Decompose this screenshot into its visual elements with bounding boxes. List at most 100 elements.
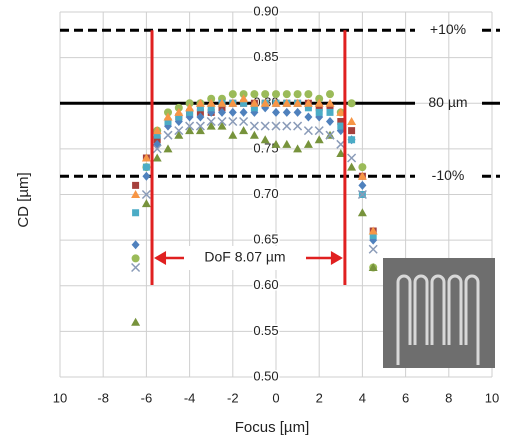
point (249, 121, 259, 131)
point (271, 139, 281, 148)
point (358, 163, 367, 172)
point (357, 171, 367, 180)
point (217, 116, 227, 127)
point (293, 144, 303, 153)
point (282, 90, 291, 99)
point (239, 90, 248, 99)
point (326, 104, 334, 112)
point (347, 162, 357, 171)
point (303, 126, 313, 136)
annotation-bg (185, 246, 305, 270)
point (336, 107, 346, 116)
point (293, 90, 302, 99)
point (282, 121, 292, 131)
point (164, 108, 172, 117)
reference-label: -10% (432, 167, 465, 183)
point (347, 99, 356, 108)
point (174, 126, 184, 136)
arrow-head (154, 251, 167, 265)
point (304, 104, 312, 112)
y-tick-label: 0.60 (253, 277, 278, 292)
point (186, 108, 194, 116)
x-tick-label: -2 (227, 390, 239, 405)
point (239, 116, 249, 127)
point (326, 117, 334, 126)
point (368, 244, 378, 254)
point (357, 189, 367, 200)
point (142, 171, 151, 181)
point (282, 107, 291, 117)
x-tick-label: 10 (53, 390, 67, 405)
point (326, 108, 334, 116)
point (314, 98, 324, 107)
point (326, 90, 334, 99)
point (207, 104, 215, 112)
x-tick-label: -6 (141, 390, 153, 405)
point (293, 121, 303, 131)
point (303, 98, 313, 107)
point (337, 122, 345, 130)
point (131, 262, 141, 273)
point (293, 107, 302, 117)
point (185, 99, 194, 108)
point (348, 136, 356, 144)
point (164, 118, 172, 125)
point (163, 112, 173, 121)
x-tick-label: -8 (97, 390, 109, 405)
y-tick-label: 0.85 (253, 49, 278, 64)
point (217, 121, 227, 130)
point (185, 103, 195, 112)
x-tick-label: 4 (359, 390, 366, 405)
x-tick-label: 10 (485, 390, 499, 405)
point (250, 104, 258, 112)
x-tick-label: -4 (184, 390, 196, 405)
reference-label: +10% (430, 21, 466, 37)
y-axis-label: CD [µm] (15, 172, 32, 227)
y-tick-label: 0.50 (253, 368, 278, 383)
point (272, 107, 280, 117)
point (314, 126, 324, 136)
point (228, 130, 238, 139)
point (174, 130, 184, 139)
point (175, 113, 183, 121)
reference-label: 80 µm (428, 94, 467, 110)
point (293, 98, 303, 107)
point (315, 104, 323, 112)
point (368, 226, 378, 235)
point (260, 135, 270, 144)
point (250, 90, 259, 99)
point (185, 126, 195, 135)
point (325, 98, 335, 107)
point (132, 181, 140, 189)
point (195, 126, 205, 135)
point (206, 98, 216, 107)
point (228, 107, 237, 117)
point (132, 209, 140, 217)
point (174, 107, 184, 116)
point (358, 180, 367, 190)
point (218, 104, 226, 112)
point (304, 112, 313, 122)
point (303, 139, 313, 148)
point (131, 317, 141, 326)
point (239, 126, 249, 135)
point (163, 130, 173, 140)
point (195, 121, 205, 131)
point (315, 108, 323, 116)
point (218, 107, 226, 117)
point (196, 104, 204, 112)
point (249, 98, 259, 107)
point (141, 153, 151, 162)
point (131, 190, 141, 198)
point (206, 116, 216, 127)
point (336, 148, 346, 157)
point (271, 98, 281, 107)
point (217, 98, 227, 107)
point (141, 189, 151, 200)
point (271, 121, 281, 131)
point (357, 208, 367, 217)
point (282, 139, 292, 148)
point (153, 136, 161, 144)
point (196, 112, 205, 122)
point (260, 98, 270, 107)
